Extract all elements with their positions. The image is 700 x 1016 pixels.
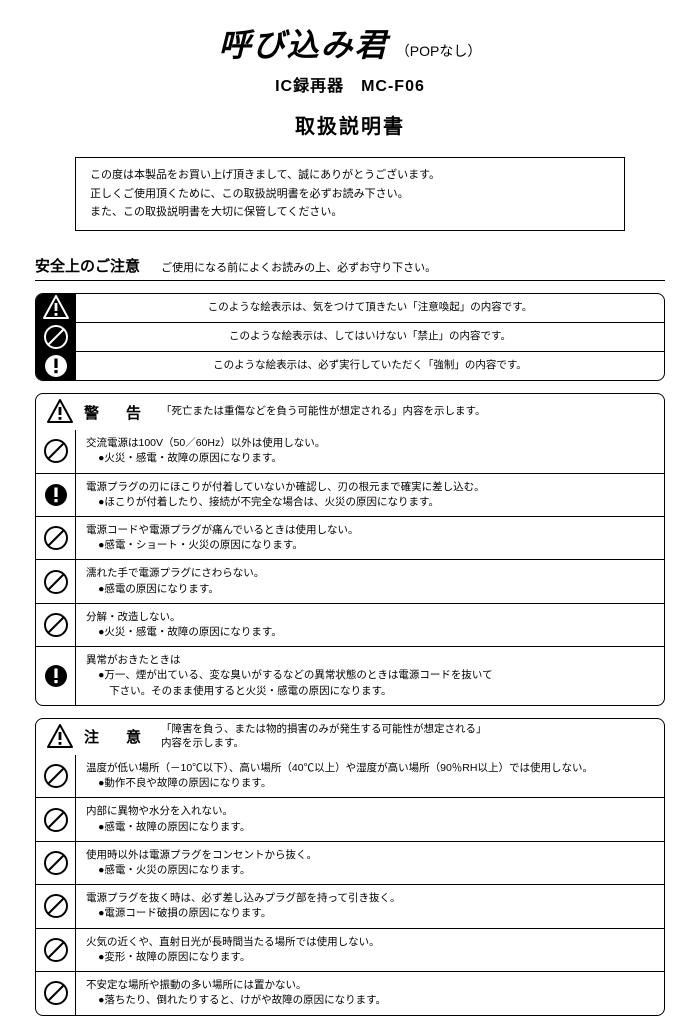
item-row: 交流電源は100V（50／60Hz）以外は使用しない。●火災・感電・故障の原因に… [36, 430, 664, 472]
item-text: 分解・改造しない。●火災・感電・故障の原因になります。 [76, 604, 664, 646]
item-text: 火気の近くや、直射日光が長時間当たる場所では使用しない。●変形・故障の原因になり… [76, 929, 664, 971]
item-text: 使用時以外は電源プラグをコンセントから抜く。●感電・火災の原因になります。 [76, 842, 664, 884]
item-sub-text: ●感電・ショート・火災の原因になります。 [99, 538, 654, 553]
item-main-text: 電源プラグを抜く時は、必ず差し込みプラグ部を持って引き抜く。 [86, 891, 654, 906]
model-number: IC録再器 MC-F06 [35, 72, 665, 96]
warning-desc: 「死亡または重傷などを負う可能性が想定される」内容を示します。 [161, 405, 485, 419]
prohibit-icon [36, 517, 76, 559]
safety-title: 安全上のご注意 [35, 255, 140, 276]
item-main-text: 火気の近くや、直射日光が長時間当たる場所では使用しない。 [86, 935, 654, 950]
item-sub-text: ●落ちたり、倒れたりすると、けがや故障の原因になります。 [99, 993, 654, 1008]
item-text: 内部に異物や水分を入れない。●感電・故障の原因になります。 [76, 798, 664, 840]
item-sub-text: ●火災・感電・故障の原因になります。 [99, 451, 654, 466]
prohibit-icon [36, 972, 76, 1014]
item-main-text: 電源コードや電源プラグが痛んでいるときは使用しない。 [86, 523, 654, 538]
legend-row-prohibit: このような絵表示は、してはいけない「禁止」の内容です。 [36, 322, 664, 351]
safety-heading: 安全上のご注意 ご使用になる前によくお読みの上、必ずお守り下さい。 [35, 255, 665, 281]
item-main-text: 使用時以外は電源プラグをコンセントから抜く。 [86, 848, 654, 863]
item-sub-text: ●変形・故障の原因になります。 [99, 950, 654, 965]
item-row: 温度が低い場所（－10℃以下）、高い場所（40℃以上）や湿度が高い場所（90％R… [36, 755, 664, 797]
item-row: 異常がおきたときは●万一、煙が出ている、変な臭いがするなどの異常状態のときは電源… [36, 646, 664, 705]
item-row: 電源プラグの刃にほこりが付着していないか確認し、刃の根元まで確実に差し込む。●ほ… [36, 473, 664, 516]
item-sub-text: ●ほこりが付着したり、接続が不完全な場合は、火災の原因になります。 [99, 495, 654, 510]
item-row: 火気の近くや、直射日光が長時間当たる場所では使用しない。●変形・故障の原因になり… [36, 928, 664, 971]
item-text: 不安定な場所や振動の多い場所には置かない。●落ちたり、倒れたりすると、けがや故障… [76, 972, 664, 1014]
item-main-text: 不安定な場所や振動の多い場所には置かない。 [86, 978, 654, 993]
item-sub-text: ●感電の原因になります。 [99, 582, 654, 597]
item-text: 電源コードや電源プラグが痛んでいるときは使用しない。●感電・ショート・火災の原因… [76, 517, 664, 559]
caution-icon [46, 723, 74, 751]
item-sub-text: ●感電・故障の原因になります。 [99, 820, 654, 835]
product-suffix: （POPなし） [396, 41, 482, 61]
item-row: 濡れた手で電源プラグにさわらない。●感電の原因になります。 [36, 559, 664, 602]
warning-header: 警 告 「死亡または重傷などを負う可能性が想定される」内容を示します。 [36, 394, 664, 430]
mandatory-icon [36, 352, 76, 380]
item-row: 分解・改造しない。●火災・感電・故障の原因になります。 [36, 603, 664, 646]
caution-icon [46, 398, 74, 426]
item-sub-text: ●電源コード破損の原因になります。 [99, 906, 654, 921]
item-main-text: 分解・改造しない。 [86, 610, 654, 625]
symbol-legend-box: このような絵表示は、気をつけて頂きたい「注意喚起」の内容です。 このような絵表示… [35, 293, 665, 381]
item-text: 電源プラグの刃にほこりが付着していないか確認し、刃の根元まで確実に差し込む。●ほ… [76, 474, 664, 516]
document-header: 呼び込み君 （POPなし） IC録再器 MC-F06 取扱説明書 [35, 20, 665, 139]
item-main-text: 内部に異物や水分を入れない。 [86, 804, 654, 819]
prohibit-icon [36, 885, 76, 927]
item-sub-text: ●感電・火災の原因になります。 [99, 863, 654, 878]
legend-row-caution: このような絵表示は、気をつけて頂きたい「注意喚起」の内容です。 [36, 294, 664, 322]
item-row: 内部に異物や水分を入れない。●感電・故障の原因になります。 [36, 797, 664, 840]
caution-desc: 「障害を負う、または物的損害のみが発生する可能性が想定される」 内容を示します。 [161, 723, 487, 750]
prohibit-icon [36, 842, 76, 884]
prohibit-icon [36, 929, 76, 971]
warning-box: 警 告 「死亡または重傷などを負う可能性が想定される」内容を示します。 交流電源… [35, 393, 665, 706]
item-sub-text: ●万一、煙が出ている、変な臭いがするなどの異常状態のときは電源コードを抜いて 下… [99, 668, 654, 698]
item-sub-text: ●火災・感電・故障の原因になります。 [99, 625, 654, 640]
product-name: 呼び込み君 [219, 20, 389, 66]
legend-text: このような絵表示は、必ず実行していただく「強制」の内容です。 [76, 352, 664, 380]
legend-text: このような絵表示は、してはいけない「禁止」の内容です。 [76, 323, 664, 351]
item-row: 電源プラグを抜く時は、必ず差し込みプラグ部を持って引き抜く。●電源コード破損の原… [36, 884, 664, 927]
item-text: 異常がおきたときは●万一、煙が出ている、変な臭いがするなどの異常状態のときは電源… [76, 647, 664, 705]
item-row: 不安定な場所や振動の多い場所には置かない。●落ちたり、倒れたりすると、けがや故障… [36, 971, 664, 1014]
legend-text: このような絵表示は、気をつけて頂きたい「注意喚起」の内容です。 [76, 294, 664, 322]
intro-line: 正しくご使用頂くために、この取扱説明書を必ずお読み下さい。 [90, 185, 610, 204]
item-main-text: 交流電源は100V（50／60Hz）以外は使用しない。 [86, 436, 654, 451]
warning-label: 警 告 [84, 402, 147, 423]
caution-icon [36, 294, 76, 322]
item-sub-text: ●動作不良や故障の原因になります。 [99, 776, 654, 791]
item-row: 電源コードや電源プラグが痛んでいるときは使用しない。●感電・ショート・火災の原因… [36, 516, 664, 559]
item-main-text: 異常がおきたときは [86, 653, 654, 668]
prohibit-icon [36, 323, 76, 351]
item-text: 交流電源は100V（50／60Hz）以外は使用しない。●火災・感電・故障の原因に… [76, 430, 664, 472]
item-main-text: 温度が低い場所（－10℃以下）、高い場所（40℃以上）や湿度が高い場所（90％R… [86, 761, 654, 776]
prohibit-icon [36, 755, 76, 797]
intro-line: この度は本製品をお買い上げ頂きまして、誠にありがとうございます。 [90, 166, 610, 185]
mandatory-icon [36, 647, 76, 705]
caution-header: 注 意 「障害を負う、または物的損害のみが発生する可能性が想定される」 内容を示… [36, 719, 664, 755]
mandatory-icon [36, 474, 76, 516]
item-text: 濡れた手で電源プラグにさわらない。●感電の原因になります。 [76, 560, 664, 602]
item-main-text: 濡れた手で電源プラグにさわらない。 [86, 566, 654, 581]
intro-box: この度は本製品をお買い上げ頂きまして、誠にありがとうございます。 正しくご使用頂… [75, 157, 625, 231]
item-main-text: 電源プラグの刃にほこりが付着していないか確認し、刃の根元まで確実に差し込む。 [86, 480, 654, 495]
safety-subtitle: ご使用になる前によくお読みの上、必ずお守り下さい。 [161, 259, 436, 275]
item-text: 電源プラグを抜く時は、必ず差し込みプラグ部を持って引き抜く。●電源コード破損の原… [76, 885, 664, 927]
prohibit-icon [36, 430, 76, 472]
caution-label: 注 意 [84, 726, 147, 747]
legend-row-mandatory: このような絵表示は、必ず実行していただく「強制」の内容です。 [36, 351, 664, 380]
caution-box: 注 意 「障害を負う、または物的損害のみが発生する可能性が想定される」 内容を示… [35, 718, 665, 1016]
prohibit-icon [36, 604, 76, 646]
prohibit-icon [36, 798, 76, 840]
prohibit-icon [36, 560, 76, 602]
intro-line: また、この取扱説明書を大切に保管してください。 [90, 203, 610, 222]
document-title: 取扱説明書 [35, 110, 665, 139]
item-row: 使用時以外は電源プラグをコンセントから抜く。●感電・火災の原因になります。 [36, 841, 664, 884]
item-text: 温度が低い場所（－10℃以下）、高い場所（40℃以上）や湿度が高い場所（90％R… [76, 755, 664, 797]
